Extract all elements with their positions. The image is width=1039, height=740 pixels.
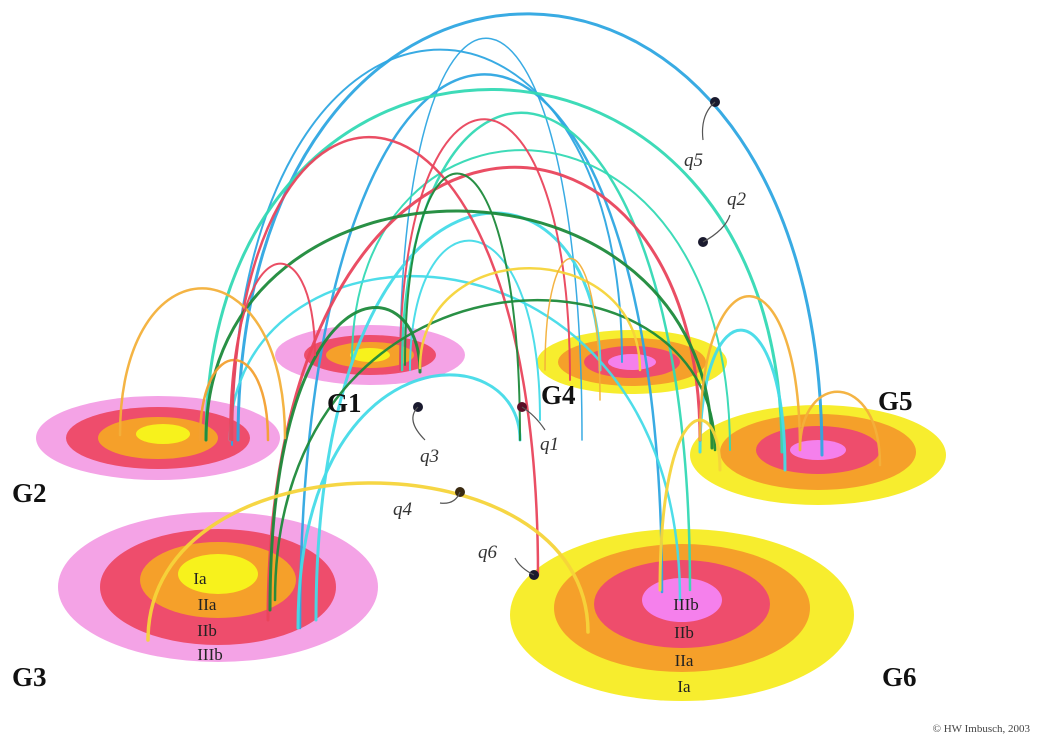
zone <box>136 424 190 444</box>
zone-label: Ia <box>677 677 691 696</box>
leader <box>703 102 716 140</box>
query-label: q4 <box>393 499 413 520</box>
query-label: q1 <box>540 434 559 455</box>
query-label: q3 <box>420 446 439 467</box>
zone-label: IIa <box>198 595 217 614</box>
query-label: q6 <box>478 542 498 563</box>
diagram: G1 G2 G3 G4 G5 G6 q1 q2 q3 q4 q5 q6 Ia I… <box>0 0 1039 740</box>
credit: © HW Imbusch, 2003 <box>933 723 1031 735</box>
zone-label: IIb <box>674 623 694 642</box>
zone-label: IIa <box>675 651 694 670</box>
group-label: G6 <box>882 662 917 692</box>
group-label: G1 <box>327 388 362 418</box>
zone-label: Ia <box>193 569 207 588</box>
group-label: G2 <box>12 478 47 508</box>
group-label: G3 <box>12 662 47 692</box>
layers <box>36 325 946 701</box>
zone-label: IIIb <box>673 595 698 614</box>
query-label: q5 <box>684 150 703 171</box>
zone <box>790 440 846 460</box>
zone-label: IIb <box>197 621 217 640</box>
group-label: G4 <box>541 380 576 410</box>
zone <box>178 554 258 594</box>
zone-label: IIIb <box>197 645 222 664</box>
zone <box>608 354 656 370</box>
query-label: q2 <box>727 189 747 210</box>
group-label: G5 <box>878 386 913 416</box>
leader <box>413 407 425 440</box>
